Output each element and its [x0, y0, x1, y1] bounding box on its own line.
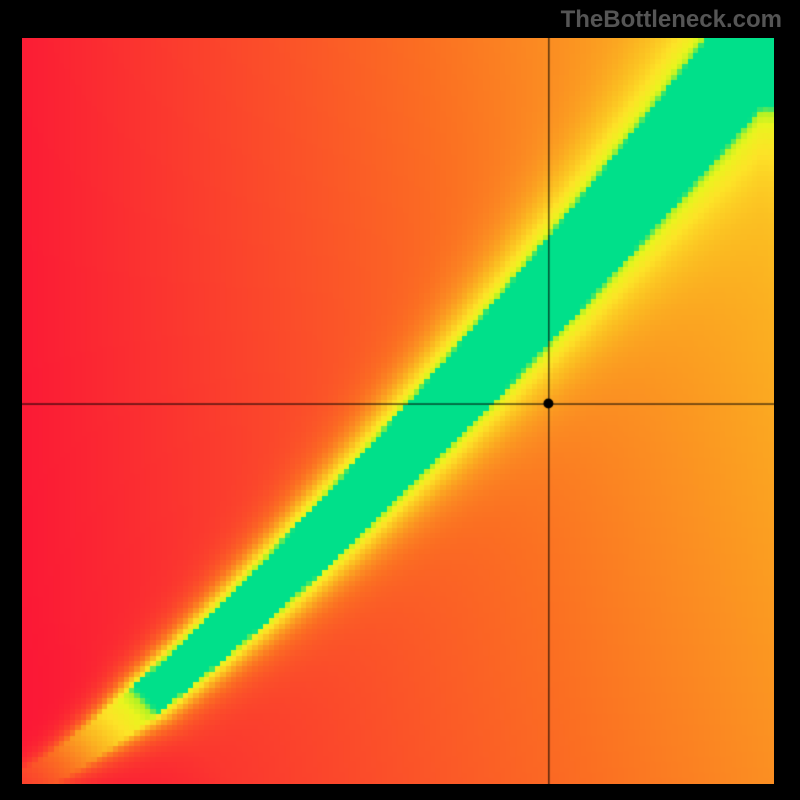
bottleneck-heatmap	[22, 38, 774, 784]
watermark-text: TheBottleneck.com	[561, 6, 782, 34]
